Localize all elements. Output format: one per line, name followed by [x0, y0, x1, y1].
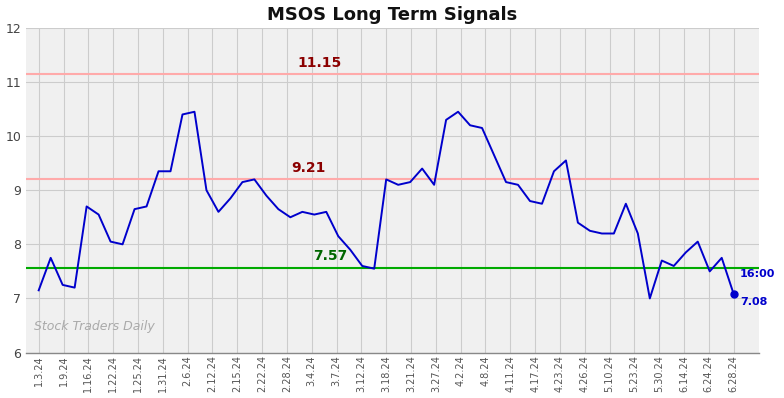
Text: 11.15: 11.15 [297, 56, 341, 70]
Text: 9.21: 9.21 [291, 160, 325, 175]
Text: 16:00: 16:00 [740, 269, 775, 279]
Title: MSOS Long Term Signals: MSOS Long Term Signals [267, 6, 517, 23]
Text: 7.57: 7.57 [313, 249, 347, 263]
Text: Stock Traders Daily: Stock Traders Daily [34, 320, 154, 333]
Point [728, 291, 740, 297]
Text: 7.08: 7.08 [740, 297, 768, 307]
